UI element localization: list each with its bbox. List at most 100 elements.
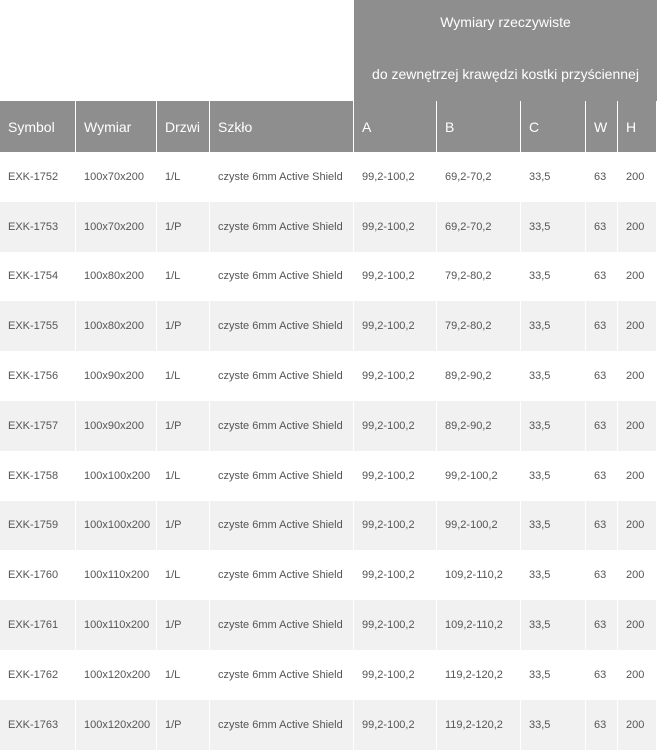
table-cell: 79,2-80,2 (437, 301, 521, 352)
table-cell: 99,2-100,2 (354, 351, 437, 401)
table-cell: 63 (586, 450, 618, 501)
table-cell: 99,2-100,2 (354, 201, 437, 252)
table-cell: 63 (586, 600, 618, 650)
table-cell: 99,2-100,2 (354, 251, 437, 302)
table-cell: 100x100x200 (76, 450, 157, 501)
table-cell: 33,5 (521, 600, 586, 650)
table-cell: 33,5 (521, 450, 586, 501)
table-cell: EXK-1759 (0, 500, 76, 551)
table-cell: 63 (586, 351, 618, 401)
table-cell: 100x70x200 (76, 152, 157, 202)
table-cell: 63 (586, 699, 618, 750)
table-cell: 33,5 (521, 201, 586, 252)
table-cell: czyste 6mm Active Shield (210, 550, 354, 601)
table-cell: EXK-1763 (0, 699, 76, 750)
table-cell: 200 (618, 351, 657, 401)
table-cell: 109,2-110,2 (437, 550, 521, 601)
table-cell: 33,5 (521, 650, 586, 700)
table-cell: czyste 6mm Active Shield (210, 401, 354, 451)
table-cell: czyste 6mm Active Shield (210, 450, 354, 501)
table-cell: 69,2-70,2 (437, 152, 521, 202)
table-cell: EXK-1755 (0, 301, 76, 352)
table-cell: 1/P (157, 699, 210, 750)
table-cell: czyste 6mm Active Shield (210, 650, 354, 700)
table-cell: 1/P (157, 201, 210, 252)
table-cell: 33,5 (521, 251, 586, 302)
table-cell: 200 (618, 600, 657, 650)
table-cell: czyste 6mm Active Shield (210, 699, 354, 750)
table-cell: EXK-1758 (0, 450, 76, 501)
table-cell: 63 (586, 152, 618, 202)
table-cell: 1/L (157, 450, 210, 501)
table-cell: 200 (618, 152, 657, 202)
table-cell: 100x70x200 (76, 201, 157, 252)
table-cell: 200 (618, 301, 657, 352)
table-cell: 33,5 (521, 401, 586, 451)
table-cell: czyste 6mm Active Shield (210, 600, 354, 650)
table-cell: 100x100x200 (76, 500, 157, 551)
column-header: Wymiar (76, 101, 157, 152)
table-cell: 99,2-100,2 (354, 550, 437, 601)
table-cell: 33,5 (521, 550, 586, 601)
table-cell: 1/L (157, 351, 210, 401)
table-cell: czyste 6mm Active Shield (210, 500, 354, 551)
table-cell: czyste 6mm Active Shield (210, 152, 354, 202)
table-cell: 89,2-90,2 (437, 401, 521, 451)
column-header: Symbol (0, 101, 76, 152)
table-cell: 1/P (157, 301, 210, 352)
table-cell: 200 (618, 251, 657, 302)
table-cell: 109,2-110,2 (437, 600, 521, 650)
table-cell: 99,2-100,2 (354, 401, 437, 451)
table-cell: 63 (586, 550, 618, 601)
table-cell: 33,5 (521, 351, 586, 401)
table-cell: EXK-1753 (0, 201, 76, 252)
table-cell: 99,2-100,2 (354, 650, 437, 700)
table-cell: 99,2-100,2 (354, 699, 437, 750)
table-cell: 33,5 (521, 500, 586, 551)
table-cell: 79,2-80,2 (437, 251, 521, 302)
dimension-header: Wymiary rzeczywiste do zewnętrzej krawęd… (354, 0, 657, 101)
table-cell: 100x80x200 (76, 301, 157, 352)
header-title: Wymiary rzeczywiste (440, 14, 571, 30)
table-cell: 33,5 (521, 301, 586, 352)
table-cell: czyste 6mm Active Shield (210, 251, 354, 302)
table-cell: EXK-1754 (0, 251, 76, 302)
table-cell: 99,2-100,2 (354, 500, 437, 551)
table-cell: 200 (618, 401, 657, 451)
table-cell: czyste 6mm Active Shield (210, 351, 354, 401)
table-cell: 99,2-100,2 (354, 301, 437, 352)
table-cell: 63 (586, 201, 618, 252)
table-cell: 1/L (157, 251, 210, 302)
table-cell: 33,5 (521, 699, 586, 750)
table-cell: 99,2-100,2 (437, 450, 521, 501)
table-cell: 99,2-100,2 (354, 152, 437, 202)
table-cell: EXK-1762 (0, 650, 76, 700)
table-cell: 200 (618, 500, 657, 551)
table-cell: 1/P (157, 600, 210, 650)
table-cell: 63 (586, 401, 618, 451)
column-header: C (521, 101, 586, 152)
table-cell: 1/L (157, 550, 210, 601)
table-cell: 63 (586, 650, 618, 700)
table-cell: 200 (618, 201, 657, 252)
column-header: Szkło (210, 101, 354, 152)
table-cell: 100x120x200 (76, 650, 157, 700)
table-cell: 200 (618, 650, 657, 700)
column-header: B (437, 101, 521, 152)
table-cell: czyste 6mm Active Shield (210, 201, 354, 252)
table-cell: 99,2-100,2 (354, 600, 437, 650)
table-cell: 100x110x200 (76, 600, 157, 650)
table-cell: 99,2-100,2 (354, 450, 437, 501)
table-cell: EXK-1761 (0, 600, 76, 650)
table-cell: 89,2-90,2 (437, 351, 521, 401)
column-header: Drzwi (157, 101, 210, 152)
table-cell: czyste 6mm Active Shield (210, 301, 354, 352)
table-cell: EXK-1760 (0, 550, 76, 601)
table-cell: 33,5 (521, 152, 586, 202)
table-cell: 63 (586, 251, 618, 302)
table-cell: 200 (618, 550, 657, 601)
table-cell: 100x90x200 (76, 351, 157, 401)
column-header: H (618, 101, 657, 152)
table-cell: EXK-1756 (0, 351, 76, 401)
